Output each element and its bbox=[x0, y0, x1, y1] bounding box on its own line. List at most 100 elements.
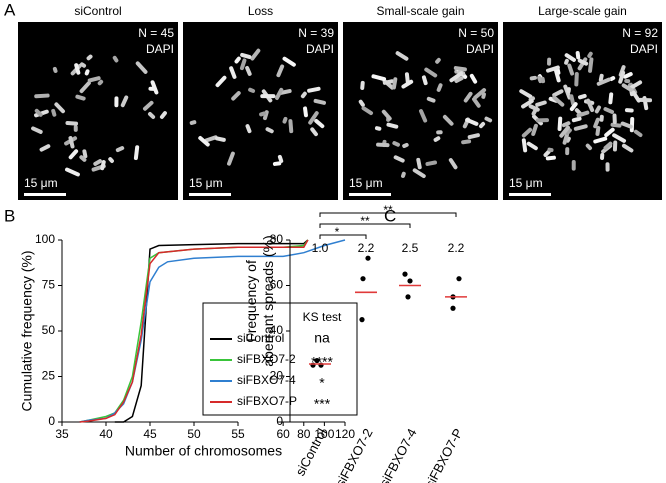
significance-label: * bbox=[335, 225, 340, 239]
data-point bbox=[365, 255, 371, 261]
chromosome bbox=[593, 136, 608, 144]
chromosome bbox=[391, 77, 398, 90]
chromosome bbox=[51, 108, 57, 117]
chromosome bbox=[65, 121, 79, 126]
significance-bracket bbox=[319, 212, 457, 217]
legend-stat: *** bbox=[314, 396, 331, 412]
chromosome bbox=[34, 108, 43, 117]
chromosome bbox=[231, 91, 241, 101]
chromosome bbox=[571, 116, 582, 123]
stain-label: DAPI bbox=[306, 42, 334, 56]
chromosome bbox=[382, 79, 395, 85]
chromosome bbox=[52, 66, 58, 73]
chromosome bbox=[535, 118, 550, 123]
chromosome bbox=[595, 125, 601, 136]
legend-label: siFBXO7-4 bbox=[237, 373, 296, 387]
chromosome bbox=[588, 57, 594, 73]
chromosome bbox=[596, 77, 611, 86]
legend-stat: **** bbox=[311, 354, 333, 370]
chromosome bbox=[142, 100, 154, 111]
scale-bar-label: 15 μm bbox=[189, 176, 223, 190]
chromosome bbox=[68, 136, 75, 149]
chromosome bbox=[545, 155, 556, 161]
chromosome bbox=[593, 117, 600, 129]
chromosome bbox=[618, 65, 626, 77]
chromosome bbox=[623, 72, 633, 79]
significance-bracket bbox=[319, 223, 411, 228]
chromosome bbox=[73, 125, 78, 132]
chromosome bbox=[433, 136, 441, 142]
chromosome bbox=[79, 81, 91, 94]
chromosome bbox=[198, 136, 210, 147]
chromosome bbox=[262, 110, 269, 121]
chromosome bbox=[547, 57, 552, 66]
chromosome bbox=[436, 83, 443, 92]
chromosome bbox=[565, 128, 572, 136]
scale-bar bbox=[349, 193, 391, 196]
scale-bar bbox=[509, 193, 551, 196]
chromosome bbox=[215, 136, 226, 142]
y-tick-label: 40 bbox=[270, 323, 284, 337]
chromosome bbox=[376, 142, 390, 148]
chromosome bbox=[575, 50, 581, 60]
significance-bracket bbox=[319, 234, 367, 239]
chromosome bbox=[585, 143, 593, 151]
chromosome bbox=[564, 53, 576, 62]
chromosome bbox=[564, 58, 569, 65]
chromosome bbox=[521, 127, 533, 138]
chromosome bbox=[31, 126, 43, 134]
chromosome bbox=[612, 140, 618, 152]
chromosome bbox=[442, 114, 454, 126]
chromosome bbox=[108, 157, 114, 163]
panel-label: A bbox=[4, 0, 16, 19]
chromosome bbox=[120, 95, 129, 108]
chromosome bbox=[425, 160, 438, 166]
chromosome bbox=[569, 102, 578, 112]
chromosome bbox=[229, 66, 237, 79]
chromosome bbox=[610, 122, 622, 128]
chromosome bbox=[135, 61, 148, 74]
chromosome bbox=[386, 122, 399, 129]
chromosome bbox=[39, 144, 51, 152]
significance-label: ** bbox=[383, 203, 393, 217]
micrograph-title: Large-scale gain bbox=[538, 4, 627, 18]
stain-label: DAPI bbox=[466, 42, 494, 56]
micrograph-title: Loss bbox=[248, 4, 273, 18]
chromosome bbox=[360, 80, 365, 90]
chromosome bbox=[620, 121, 633, 129]
chromosome bbox=[594, 105, 602, 114]
chromosome bbox=[314, 118, 325, 129]
y-axis-title: Cumulative frequency (%) bbox=[19, 250, 35, 411]
significance-label: ** bbox=[360, 214, 370, 228]
chromosome bbox=[75, 94, 86, 101]
chromosome bbox=[618, 70, 626, 84]
chromosome bbox=[574, 71, 579, 87]
fold-change-label: 2.5 bbox=[402, 241, 419, 255]
chromosome bbox=[277, 154, 284, 164]
chromosome bbox=[421, 75, 428, 86]
chromosome bbox=[100, 160, 106, 171]
x-tick-label: 80 bbox=[297, 427, 311, 441]
legend-title: KS test bbox=[303, 310, 342, 324]
legend-stat: na bbox=[314, 330, 330, 346]
x-tick-label: 60 bbox=[276, 427, 290, 441]
chromosome bbox=[245, 66, 252, 76]
chromosome bbox=[621, 83, 634, 93]
chromosome bbox=[248, 87, 256, 93]
y-tick-label: 100 bbox=[35, 232, 55, 246]
x-tick-label: 50 bbox=[187, 427, 201, 441]
chromosome bbox=[552, 95, 565, 107]
chromosome bbox=[65, 167, 80, 177]
chromosome bbox=[566, 87, 571, 94]
micrograph-title: siControl bbox=[74, 4, 121, 18]
chromosome bbox=[115, 146, 125, 153]
chromosome bbox=[416, 157, 422, 170]
panel-label: C bbox=[384, 206, 396, 225]
chromosome bbox=[361, 106, 374, 116]
chromosome bbox=[598, 73, 604, 82]
stain-label: DAPI bbox=[630, 42, 658, 56]
chromosome bbox=[265, 127, 274, 134]
chromosome bbox=[484, 116, 493, 123]
chromosome bbox=[631, 90, 641, 103]
chromosomes bbox=[519, 50, 653, 172]
